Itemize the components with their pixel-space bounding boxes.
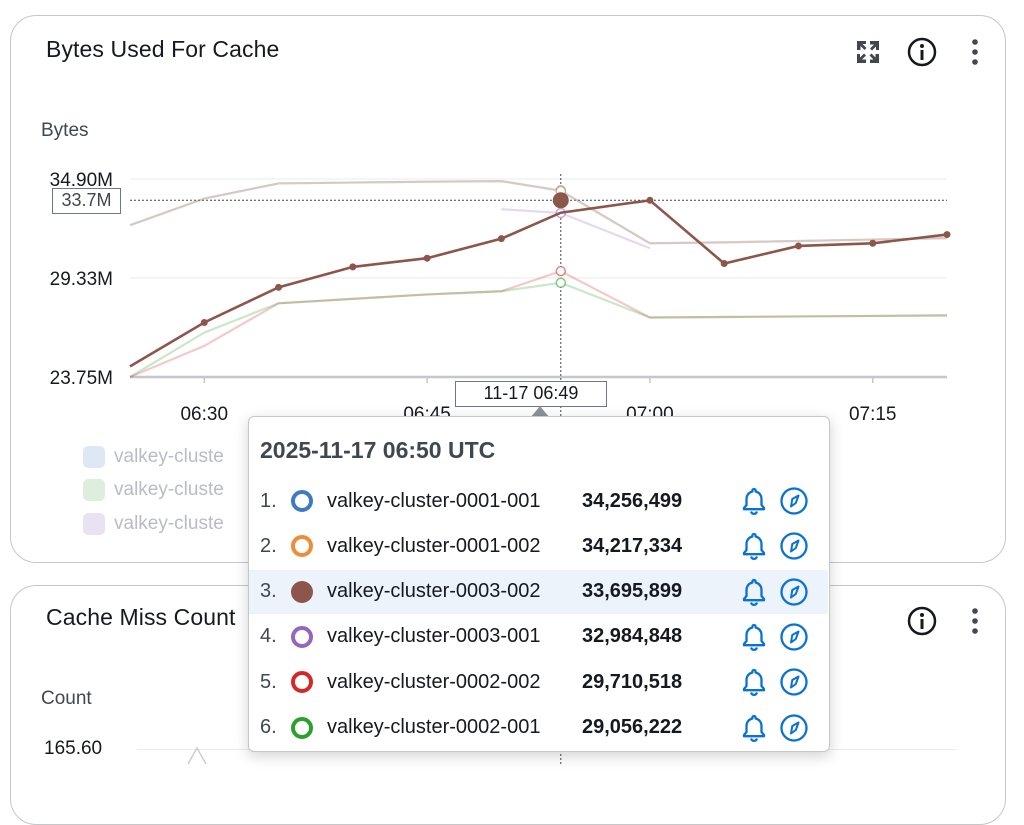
tooltip-title: 2025-11-17 06:50 UTC — [260, 437, 496, 463]
data-point — [720, 260, 728, 268]
series-value: 34,256,499 — [582, 489, 683, 512]
series-marker-icon — [291, 580, 313, 603]
series-name: valkey-cluster-0002-002 — [327, 670, 541, 693]
y-axis-unit: Count — [41, 688, 92, 709]
bell-icon[interactable] — [739, 713, 769, 743]
series-marker-partial — [187, 746, 207, 765]
series-value: 29,710,518 — [582, 670, 683, 693]
tooltip-row: 5. valkey-cluster-0002-002 29,710,518 — [249, 660, 828, 704]
info-icon[interactable] — [904, 603, 940, 639]
series-marker-icon — [291, 716, 313, 739]
compass-icon[interactable] — [779, 486, 809, 516]
bell-icon[interactable] — [739, 531, 769, 561]
info-icon[interactable] — [904, 34, 940, 70]
legend-label: valkey-cluste — [114, 479, 224, 500]
data-point — [349, 263, 357, 271]
legend-item[interactable]: valkey-cluste — [83, 478, 224, 502]
series-name: valkey-cluster-0001-002 — [327, 534, 541, 557]
tooltip-row: 1. valkey-cluster-0001-001 34,256,499 — [249, 479, 828, 523]
chart-tooltip: 2025-11-17 06:50 UTC 1. valkey-cluster-00… — [248, 416, 830, 752]
data-point — [423, 254, 431, 262]
hover-point — [555, 277, 567, 289]
compass-icon[interactable] — [779, 713, 809, 743]
data-point — [497, 235, 505, 243]
series-marker-icon — [291, 490, 313, 512]
tooltip-caret — [531, 406, 549, 417]
hover-point — [555, 265, 567, 277]
bell-icon[interactable] — [739, 667, 769, 697]
compass-icon[interactable] — [779, 531, 809, 561]
crosshair-y-label: 33.7M — [52, 188, 121, 214]
series-name: valkey-cluster-0001-001 — [327, 489, 541, 512]
data-point — [646, 196, 654, 204]
series-value: 34,217,334 — [582, 534, 683, 557]
series-line-emphasized — [129, 198, 948, 368]
bell-icon[interactable] — [739, 577, 769, 607]
series-value: 33,695,899 — [582, 580, 683, 603]
legend-swatch — [83, 479, 105, 501]
data-point — [275, 283, 283, 291]
compass-icon[interactable] — [779, 577, 809, 607]
y-tick-label: 23.75M — [50, 368, 113, 389]
tooltip-row: 4. valkey-cluster-0003-001 32,984,848 — [249, 615, 828, 659]
y-tick-label: 34.90M — [50, 170, 113, 191]
series-name: valkey-cluster-0002-001 — [327, 716, 541, 738]
tooltip-row: 3. valkey-cluster-0003-002 33,695,899 — [249, 569, 828, 614]
fullscreen-icon[interactable] — [850, 34, 886, 70]
data-point — [943, 231, 951, 239]
row-index: 4. — [260, 625, 277, 648]
series-name: valkey-cluster-0003-001 — [327, 625, 541, 648]
legend-item[interactable]: valkey-cluste — [83, 445, 224, 469]
tooltip-row: 2. valkey-cluster-0001-002 34,217,334 — [249, 524, 828, 568]
tooltip-row: 6. valkey-cluster-0002-001 29,056,222 — [249, 706, 828, 750]
crosshair-x-label: 11-17 06:49 — [455, 381, 607, 407]
series-marker-icon — [291, 535, 313, 558]
y-tick-label: 165.60 — [44, 738, 103, 759]
row-index: 6. — [260, 716, 277, 738]
legend-label: valkey-cluste — [114, 513, 224, 534]
row-index: 1. — [260, 489, 277, 512]
legend-swatch — [83, 446, 105, 468]
bell-icon[interactable] — [739, 622, 769, 652]
series-line — [129, 281, 948, 378]
y-tick-label: 29.33M — [50, 269, 113, 290]
data-point — [794, 242, 802, 250]
hover-point-emphasized — [552, 192, 569, 209]
series-name: valkey-cluster-0003-002 — [327, 580, 541, 603]
row-index: 5. — [260, 670, 277, 693]
compass-icon[interactable] — [779, 622, 809, 652]
bell-icon[interactable] — [739, 486, 769, 516]
more-vertical-icon[interactable] — [957, 603, 993, 639]
legend-item[interactable]: valkey-cluste — [83, 512, 224, 536]
row-index: 2. — [260, 534, 277, 557]
data-point — [200, 318, 208, 326]
widget-title: Cache Miss Count — [46, 604, 236, 630]
more-vertical-icon[interactable] — [957, 34, 993, 70]
legend-swatch — [83, 513, 105, 535]
series-marker-icon — [291, 671, 313, 694]
compass-icon[interactable] — [779, 667, 809, 697]
widget-title: Bytes Used For Cache — [46, 36, 280, 62]
data-point — [869, 239, 877, 247]
x-tick-label: 06:30 — [180, 404, 228, 425]
legend-label: valkey-cluste — [114, 446, 224, 467]
series-marker-icon — [291, 625, 313, 648]
row-index: 3. — [260, 580, 277, 603]
series-value: 32,984,848 — [582, 625, 683, 648]
series-value: 29,056,222 — [582, 716, 683, 738]
y-axis-unit: Bytes — [41, 120, 89, 141]
x-tick-label: 07:15 — [849, 404, 897, 425]
